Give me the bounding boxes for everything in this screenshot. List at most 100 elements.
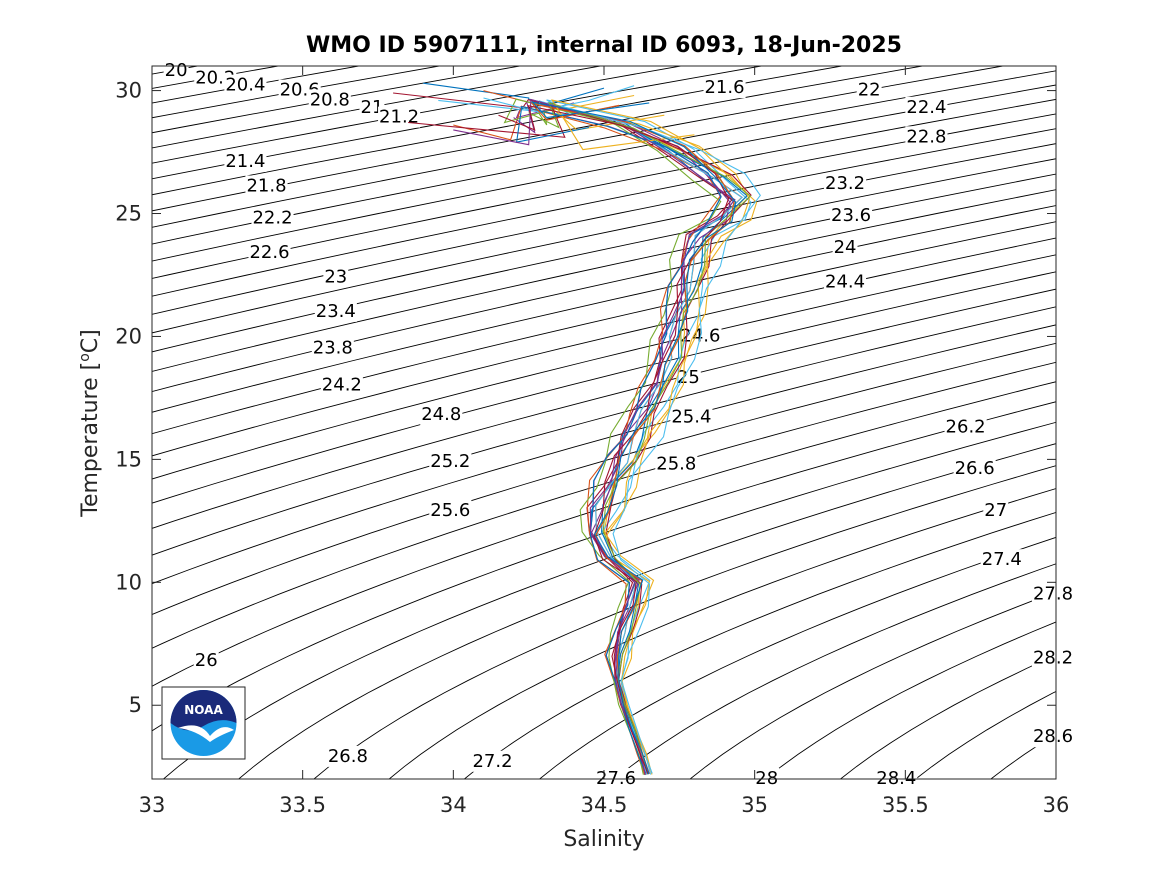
- density-contour: [152, 70, 1056, 245]
- density-contour: [152, 237, 1056, 457]
- contour-label-bg: [248, 241, 291, 263]
- profile-line: [393, 92, 734, 775]
- contour-label: 22: [858, 80, 881, 101]
- contour-label-bg: [824, 173, 867, 195]
- profile-line: [515, 105, 722, 774]
- density-contour: [689, 591, 1056, 779]
- contour-label: 22.2: [252, 207, 292, 228]
- contour-label-bg: [429, 450, 472, 472]
- density-contour: [388, 488, 1056, 779]
- contour-label: 24.8: [421, 404, 461, 425]
- profile-lines: [393, 82, 761, 775]
- noaa-logo-wave: [178, 725, 234, 742]
- profile-line: [551, 99, 758, 775]
- contour-label-bg: [830, 204, 873, 226]
- noaa-logo-top: [170, 690, 237, 731]
- contour-label: 28.6: [1033, 726, 1073, 747]
- axes-box: [151, 65, 1057, 780]
- density-contour: [152, 128, 1056, 315]
- contour-label-bg: [824, 271, 867, 293]
- x-tick-label: 33.5: [279, 793, 326, 817]
- y-axis-label: Temperature [oC]: [77, 329, 103, 517]
- contour-label: 20.4: [225, 75, 265, 96]
- contour-label-bg: [953, 458, 996, 480]
- x-axis-ticks: 33 33.5 34 34.5 35 35.5 36: [139, 66, 1070, 817]
- y-axis-ticks: 5 10 15 20 25 30: [115, 79, 1056, 717]
- contour-label-bg: [224, 74, 267, 96]
- profile-line: [453, 98, 736, 775]
- profile-line: [503, 98, 722, 775]
- density-contour: [152, 288, 1056, 529]
- x-tick-label: 36: [1043, 793, 1070, 817]
- density-contour: [152, 361, 1056, 649]
- density-contour: [152, 221, 1056, 435]
- contour-label: 26.2: [946, 416, 986, 437]
- contour-label: 25.2: [430, 451, 470, 472]
- density-contour: [614, 563, 1056, 779]
- profile-line: [561, 85, 761, 774]
- contour-label: 24.4: [825, 271, 865, 292]
- density-contour: [152, 66, 925, 212]
- profile-line: [531, 103, 735, 774]
- density-contour: [152, 98, 1056, 279]
- density-contour: [538, 536, 1056, 779]
- contour-label-bg: [905, 126, 948, 148]
- contour-label: 23.6: [831, 205, 871, 226]
- x-tick-label: 33: [139, 793, 166, 817]
- contour-label: 23: [324, 266, 347, 287]
- contour-label: 24.2: [322, 375, 362, 396]
- density-contour: [463, 511, 1056, 779]
- contour-label-bg: [980, 549, 1023, 571]
- y-tick-label: 10: [115, 570, 142, 594]
- contour-label-bg: [944, 416, 987, 438]
- density-contour: [839, 654, 1056, 779]
- density-contour: [152, 66, 684, 164]
- contour-label-bg: [675, 367, 701, 389]
- contour-label-bg: [163, 59, 189, 81]
- contour-label: 21.2: [379, 107, 419, 128]
- profile-line: [547, 104, 750, 774]
- contour-label: 20: [165, 60, 188, 81]
- contour-label-bg: [308, 89, 351, 111]
- density-contour: [313, 465, 1056, 779]
- contour-label: 21.8: [246, 175, 286, 196]
- contour-label: 23.4: [316, 301, 356, 322]
- contour-label-bg: [471, 750, 514, 772]
- contour-label-bg: [245, 175, 288, 197]
- y-tick-label: 20: [115, 324, 142, 348]
- profile-line: [438, 99, 752, 775]
- density-contour: [152, 113, 1056, 297]
- contour-label-bg: [983, 500, 1009, 522]
- noaa-logo-text: NOAA: [184, 703, 223, 717]
- density-contour: [1014, 17, 1167, 828]
- contour-label: 25.6: [430, 500, 470, 521]
- contour-label: 23.8: [313, 338, 353, 359]
- contour-label: 27: [984, 500, 1007, 521]
- y-tick-label: 25: [115, 202, 142, 226]
- contour-label: 22.8: [906, 126, 946, 147]
- contour-label: 26.6: [955, 458, 995, 479]
- density-contour: [914, 690, 1056, 779]
- contour-label: 24: [834, 237, 857, 258]
- density-contour: [152, 324, 1056, 585]
- contour-label-bg: [314, 300, 357, 322]
- y-tick-label: 5: [129, 693, 142, 717]
- contour-label-bg: [323, 266, 349, 288]
- contour-label: 23.2: [825, 173, 865, 194]
- contour-label-bg: [670, 406, 713, 428]
- contour-label: 26: [195, 650, 218, 671]
- density-contour: [152, 143, 1056, 334]
- contour-label-bg: [320, 374, 363, 396]
- contour-label: 27.4: [982, 549, 1022, 570]
- contour-label-bg: [905, 96, 948, 118]
- contour-label-bg: [251, 207, 294, 229]
- profile-line: [547, 94, 749, 774]
- x-axis-label: Salinity: [563, 827, 644, 852]
- contour-label-bg: [311, 337, 354, 359]
- x-tick-label: 34.5: [581, 793, 628, 817]
- density-contour: [152, 66, 764, 180]
- density-contour: [152, 381, 1056, 687]
- x-tick-label: 34: [440, 793, 467, 817]
- contour-label: 28.2: [1033, 648, 1073, 669]
